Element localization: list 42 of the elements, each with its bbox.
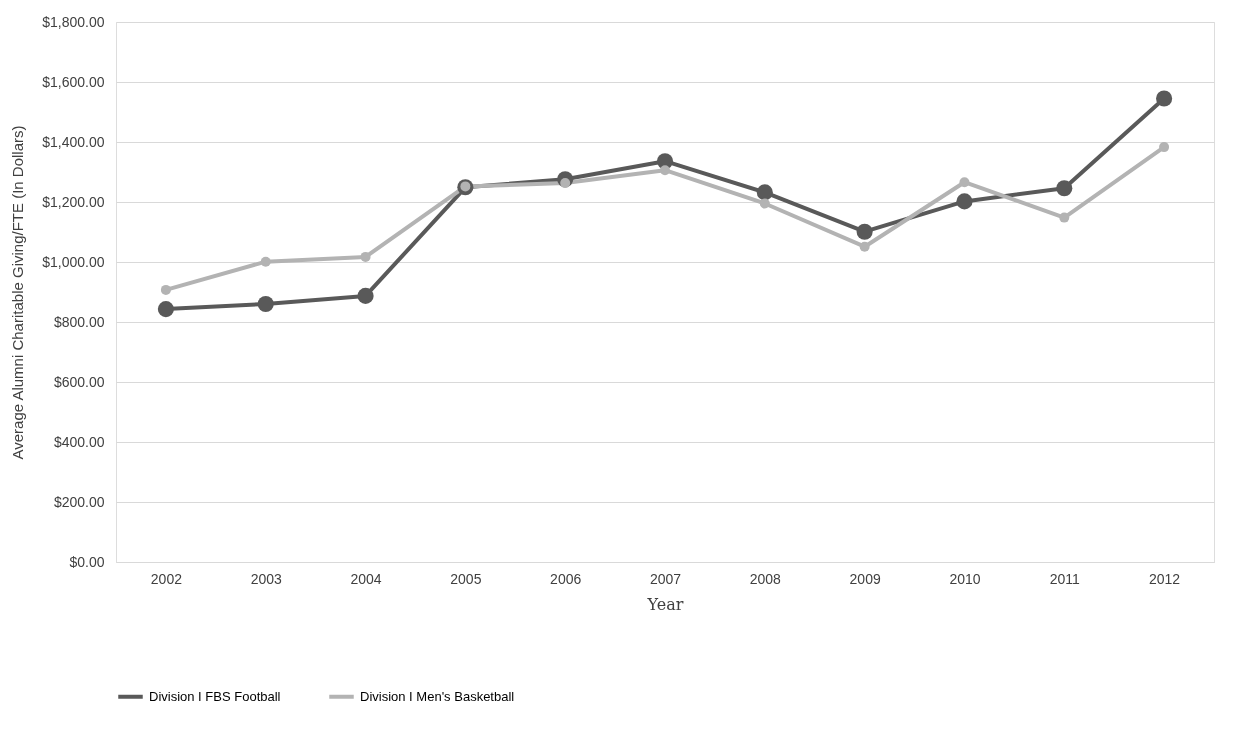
point <box>257 295 274 313</box>
x-tick-label: 2010 <box>949 570 981 587</box>
y-tick-label: $1,200.00 <box>42 193 105 210</box>
point <box>856 223 873 240</box>
point <box>160 284 171 295</box>
y-axis-title: Average Alumni Charitable Giving/FTE (In Dollars) <box>9 125 27 460</box>
point <box>157 301 174 318</box>
y-tick-label: $1,600.00 <box>42 73 105 90</box>
x-tick-label: 2006 <box>550 570 582 587</box>
point <box>859 241 870 252</box>
y-tick-label: $400.00 <box>53 433 105 450</box>
point <box>759 198 770 209</box>
point <box>1159 142 1170 153</box>
point <box>1056 180 1073 197</box>
x-axis-title: Year <box>646 594 684 614</box>
y-tick-label: $200.00 <box>53 493 105 510</box>
point <box>1059 212 1070 223</box>
point <box>660 165 670 176</box>
x-tick-label: 2004 <box>350 570 382 587</box>
x-tick-label: 2003 <box>250 570 283 587</box>
y-tick-label: $600.00 <box>53 373 105 390</box>
x-tick-label: 2002 <box>150 570 183 587</box>
legend-label: Division I Men's Basketball <box>360 688 515 704</box>
x-tick-label: 2009 <box>849 570 881 587</box>
y-tick-label: $800.00 <box>53 313 105 330</box>
x-tick-label: 2012 <box>1149 570 1181 587</box>
y-tick-label: $0.00 <box>69 553 105 570</box>
y-tick-label: $1,400.00 <box>42 133 105 150</box>
x-tick-label: 2005 <box>450 570 482 587</box>
x-tick-label: 2007 <box>649 570 682 587</box>
point <box>1156 90 1173 107</box>
point <box>360 251 371 262</box>
x-tick-label: 2011 <box>1049 570 1081 587</box>
y-tick-label: $1,800.00 <box>42 13 105 30</box>
legend-label: Division I FBS Football <box>149 688 281 704</box>
point <box>260 256 271 267</box>
point <box>357 287 374 304</box>
point <box>956 193 973 210</box>
y-tick-label: $1,000.00 <box>42 253 105 270</box>
point <box>959 177 970 188</box>
point <box>756 184 773 201</box>
x-tick-label: 2008 <box>749 570 782 587</box>
